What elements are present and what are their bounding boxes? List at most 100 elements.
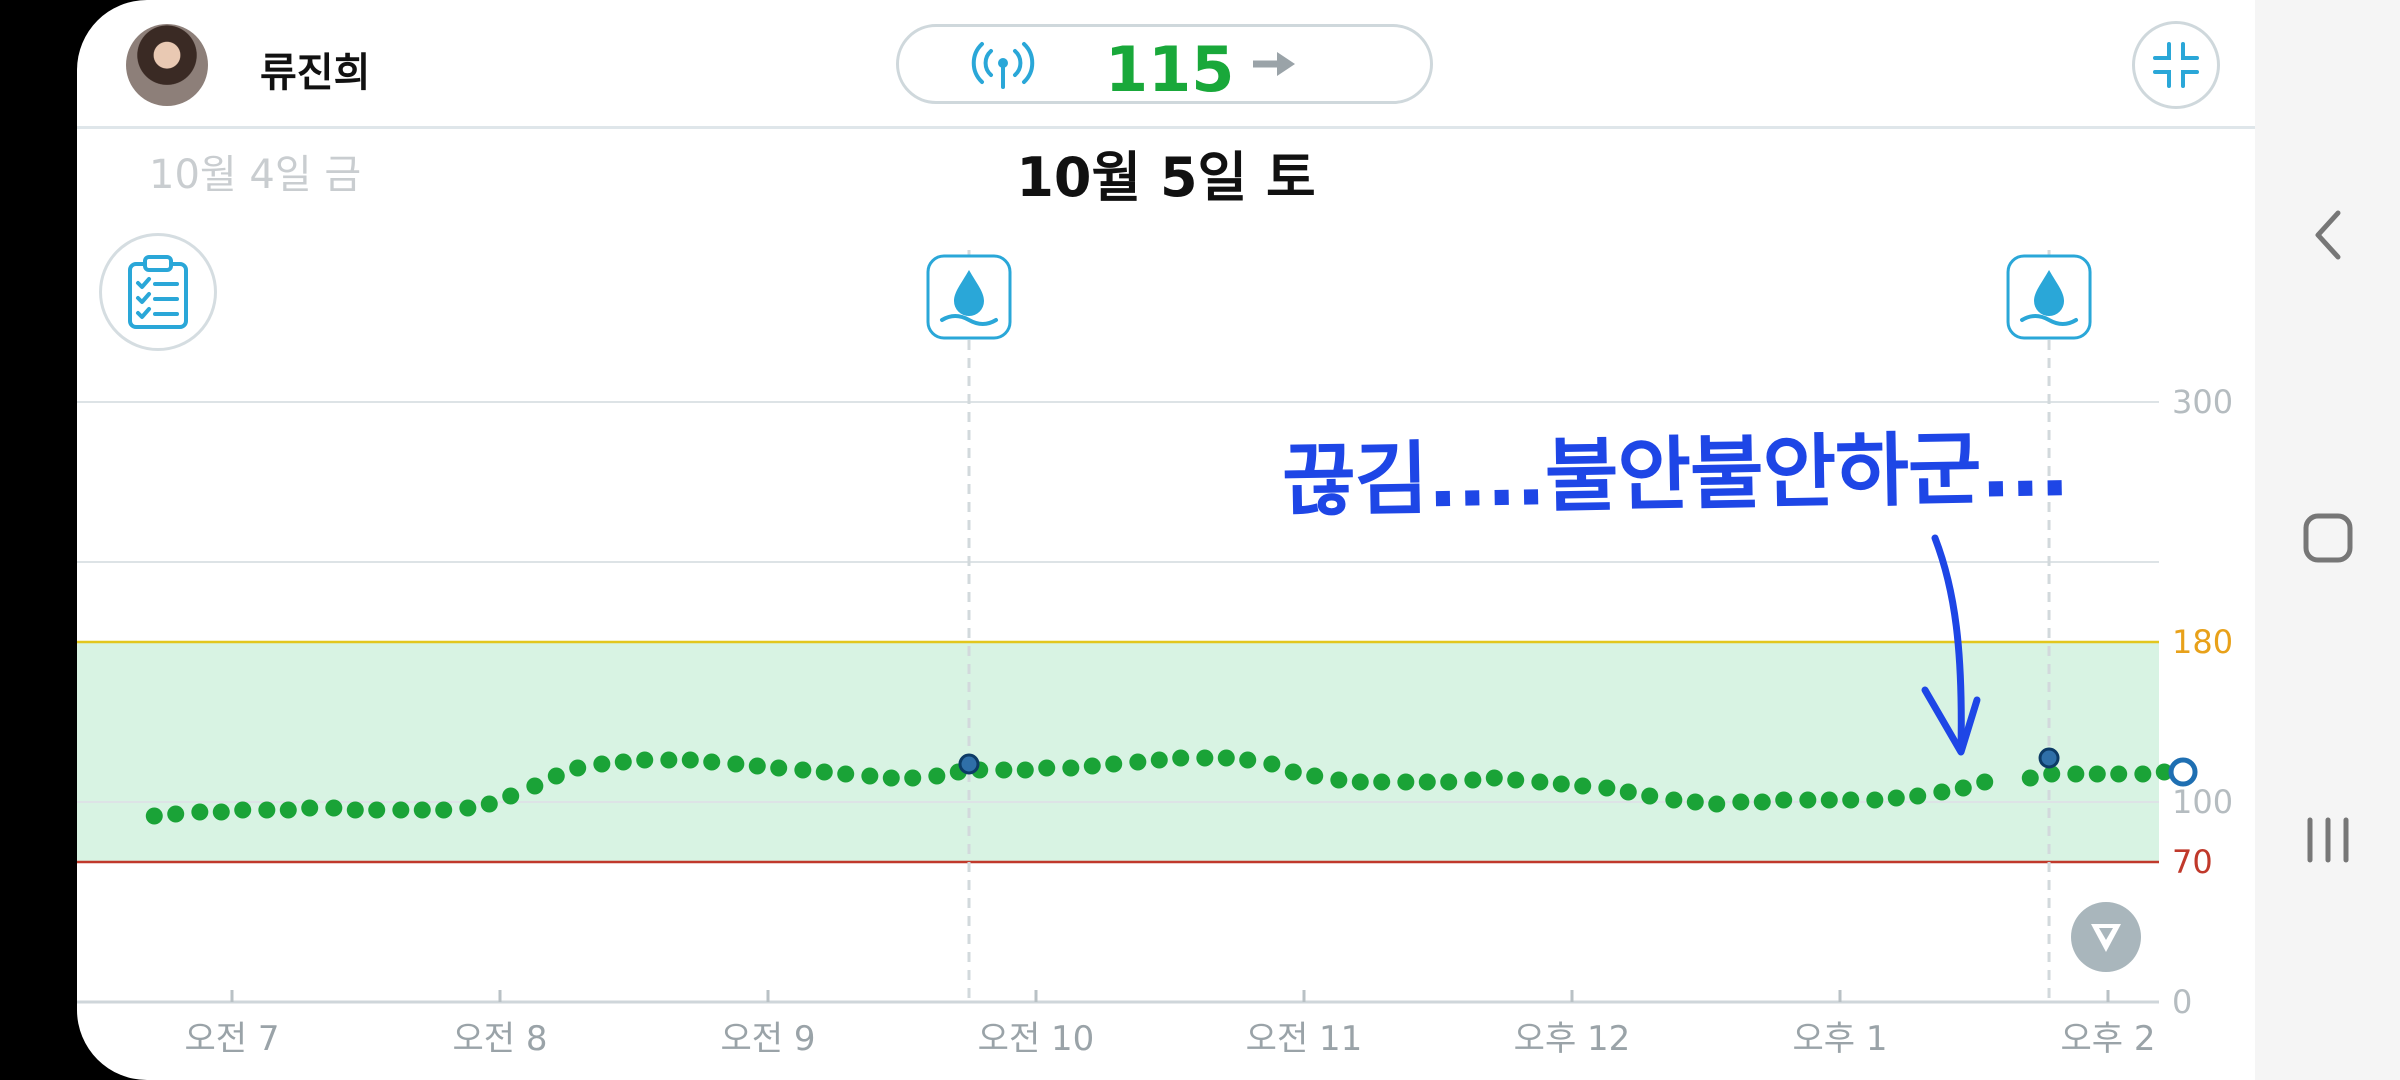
annotation-arrow: [1921, 534, 1981, 756]
glucose-point: [1239, 751, 1257, 769]
glucose-point: [1820, 791, 1838, 809]
glucose-point: [861, 767, 879, 785]
glucose-point: [1574, 777, 1592, 795]
glucose-point: [1954, 779, 1972, 797]
calibration-point: [958, 753, 980, 775]
glucose-point: [1753, 793, 1771, 811]
glucose-point: [1887, 789, 1905, 807]
glucose-point: [1217, 749, 1235, 767]
glucose-point: [770, 759, 788, 777]
target-range-band: [77, 642, 2159, 862]
glucose-point: [681, 751, 699, 769]
glucose-point: [727, 755, 745, 773]
x-tick-label: 오전 7: [185, 1019, 280, 1059]
glucose-point: [2088, 765, 2106, 783]
glucose-point: [1665, 791, 1683, 809]
x-tick-label: 오전 10: [978, 1019, 1095, 1059]
glucose-point: [212, 803, 230, 821]
system-navigation-bar: [2255, 0, 2400, 1080]
previous-date[interactable]: 10월 4일 금: [149, 152, 362, 198]
water-drop-icon: [2006, 254, 2092, 340]
glucose-point: [1129, 753, 1147, 771]
collapse-icon: [2153, 42, 2199, 88]
glucose-point: [1351, 773, 1369, 791]
app-header: 류진희 115: [77, 0, 2255, 129]
glucose-point: [1976, 773, 1994, 791]
glucose-point: [279, 801, 297, 819]
y-tick-label: 70: [2172, 843, 2213, 881]
glucose-point: [636, 751, 654, 769]
glucose-point: [1507, 771, 1525, 789]
glucose-point: [1485, 769, 1503, 787]
glucose-point: [2067, 765, 2085, 783]
glucose-point: [1619, 783, 1637, 801]
glucose-point: [837, 765, 855, 783]
glucose-point: [1263, 755, 1281, 773]
glucose-point: [191, 803, 209, 821]
arrow-right-icon: [1253, 52, 1295, 76]
glucose-point: [2021, 769, 2039, 787]
glucose-point: [1909, 787, 1927, 805]
y-tick-label: 180: [2172, 623, 2233, 661]
glucose-point: [1708, 795, 1726, 813]
glucose-point: [815, 763, 833, 781]
glucose-point: [928, 767, 946, 785]
glucose-point: [1172, 749, 1190, 767]
glucose-point: [1552, 775, 1570, 793]
avatar[interactable]: [126, 24, 208, 106]
glucose-point: [1196, 749, 1214, 767]
glucose-point: [1150, 751, 1168, 769]
glucose-point: [526, 777, 544, 795]
glucose-point: [1397, 773, 1415, 791]
x-tick-label: 오후 12: [1514, 1019, 1631, 1059]
current-glucose-point: [2168, 757, 2198, 787]
x-tick-label: 오전 11: [1246, 1019, 1363, 1059]
x-tick-label: 오후 2: [2061, 1019, 2156, 1059]
nav-home-button[interactable]: [2255, 478, 2400, 598]
x-tick-label: 오전 9: [721, 1019, 816, 1059]
glucose-point: [1038, 759, 1056, 777]
glucose-point: [459, 799, 477, 817]
glucose-point: [1933, 783, 1951, 801]
glucose-point: [1083, 757, 1101, 775]
glucose-point: [2155, 763, 2173, 781]
current-glucose-widget[interactable]: 115: [896, 24, 1433, 106]
glucose-point: [413, 801, 431, 819]
glucose-point: [392, 801, 410, 819]
glucose-value: 115: [1105, 33, 1235, 106]
nav-recents-button[interactable]: [2255, 780, 2400, 900]
glucose-point: [614, 753, 632, 771]
glucose-point: [593, 755, 611, 773]
glucose-point: [167, 805, 185, 823]
glucose-point: [502, 787, 520, 805]
glucose-point: [2134, 765, 2152, 783]
glucose-point: [1306, 767, 1324, 785]
glucose-point: [258, 801, 276, 819]
glucose-point: [1775, 791, 1793, 809]
app-screen: 류진희 115: [77, 0, 2255, 1080]
glucose-point: [1418, 773, 1436, 791]
chevron-left-icon: [2315, 210, 2340, 260]
signal-icon: [971, 42, 1035, 89]
glucose-point: [1531, 773, 1549, 791]
glucose-point: [703, 753, 721, 771]
collapse-button[interactable]: [2132, 21, 2220, 109]
glucose-point: [435, 801, 453, 819]
logbook-button[interactable]: [99, 233, 217, 351]
arrow-down-icon: [2091, 924, 2121, 952]
glucose-point: [547, 767, 565, 785]
glucose-point: [2110, 765, 2128, 783]
current-date: 10월 5일 토: [1016, 146, 1316, 209]
recents-icon: [2307, 817, 2348, 863]
water-drop-icon: [926, 254, 1012, 340]
y-tick-label: 100: [2172, 783, 2233, 821]
glucose-point: [234, 801, 252, 819]
scroll-to-latest-button[interactable]: [2071, 902, 2141, 972]
glucose-point: [1330, 771, 1348, 789]
nav-back-button[interactable]: [2255, 175, 2400, 295]
handwritten-annotation: 끊김....불안불안하군...: [1281, 421, 2070, 528]
glucose-point: [1105, 755, 1123, 773]
clipboard-checklist-icon: [128, 255, 188, 329]
glucose-point: [301, 799, 319, 817]
glucose-point: [1464, 771, 1482, 789]
